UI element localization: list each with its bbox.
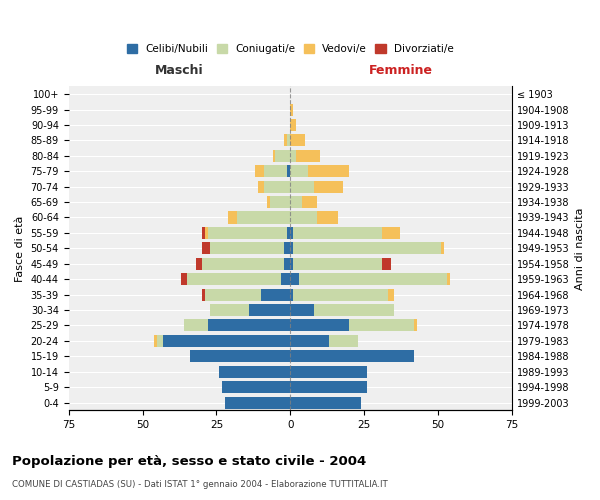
Bar xyxy=(290,304,314,316)
Bar xyxy=(187,273,281,285)
Bar xyxy=(290,134,305,146)
Bar xyxy=(290,258,293,270)
Bar xyxy=(275,150,290,162)
Bar xyxy=(290,180,314,192)
Bar xyxy=(388,288,394,300)
Bar xyxy=(208,227,287,239)
Bar xyxy=(290,165,308,177)
Bar xyxy=(290,227,293,239)
Bar xyxy=(290,119,296,131)
Bar xyxy=(284,134,287,146)
Bar xyxy=(290,104,293,116)
Bar xyxy=(202,242,211,254)
Bar xyxy=(293,288,388,300)
Bar xyxy=(269,196,290,208)
Bar xyxy=(272,150,275,162)
Bar xyxy=(290,150,296,162)
Bar xyxy=(225,396,290,408)
Bar xyxy=(228,212,237,224)
Y-axis label: Anni di nascita: Anni di nascita xyxy=(575,207,585,290)
Bar xyxy=(284,258,290,270)
Bar xyxy=(287,165,290,177)
Bar xyxy=(290,381,367,393)
Bar xyxy=(290,335,329,347)
Text: Femmine: Femmine xyxy=(369,64,433,77)
Bar xyxy=(260,288,290,300)
Bar xyxy=(290,212,317,224)
Bar xyxy=(284,242,290,254)
Bar xyxy=(290,350,415,362)
Bar xyxy=(290,366,367,378)
Bar xyxy=(308,165,349,177)
Bar xyxy=(290,320,349,332)
Bar xyxy=(382,258,391,270)
Bar xyxy=(202,288,205,300)
Bar xyxy=(447,273,450,285)
Bar xyxy=(184,320,208,332)
Bar xyxy=(290,288,293,300)
Text: Popolazione per età, sesso e stato civile - 2004: Popolazione per età, sesso e stato civil… xyxy=(12,455,366,468)
Bar xyxy=(237,212,290,224)
Bar xyxy=(258,180,263,192)
Bar xyxy=(281,273,290,285)
Bar xyxy=(299,273,447,285)
Bar xyxy=(317,212,338,224)
Bar xyxy=(154,335,157,347)
Bar xyxy=(296,150,320,162)
Bar xyxy=(266,196,269,208)
Bar xyxy=(441,242,444,254)
Bar xyxy=(293,227,382,239)
Bar xyxy=(287,134,290,146)
Bar xyxy=(222,381,290,393)
Bar xyxy=(415,320,417,332)
Bar xyxy=(211,304,249,316)
Bar xyxy=(293,258,382,270)
Bar xyxy=(290,242,293,254)
Text: COMUNE DI CASTIADAS (SU) - Dati ISTAT 1° gennaio 2004 - Elaborazione TUTTITALIA.: COMUNE DI CASTIADAS (SU) - Dati ISTAT 1°… xyxy=(12,480,388,489)
Bar xyxy=(329,335,358,347)
Y-axis label: Fasce di età: Fasce di età xyxy=(15,215,25,282)
Bar xyxy=(287,227,290,239)
Bar xyxy=(382,227,400,239)
Bar xyxy=(302,196,317,208)
Bar xyxy=(249,304,290,316)
Bar xyxy=(202,258,284,270)
Bar xyxy=(205,288,260,300)
Bar xyxy=(290,273,299,285)
Bar xyxy=(190,350,290,362)
Bar xyxy=(314,180,343,192)
Bar xyxy=(157,335,163,347)
Bar xyxy=(290,196,302,208)
Text: Maschi: Maschi xyxy=(155,64,204,77)
Bar xyxy=(290,396,361,408)
Bar xyxy=(263,165,287,177)
Bar xyxy=(220,366,290,378)
Bar xyxy=(211,242,284,254)
Bar xyxy=(202,227,205,239)
Bar xyxy=(181,273,187,285)
Bar xyxy=(349,320,415,332)
Bar xyxy=(163,335,290,347)
Bar xyxy=(205,227,208,239)
Bar xyxy=(263,180,290,192)
Bar xyxy=(196,258,202,270)
Legend: Celibi/Nubili, Coniugati/e, Vedovi/e, Divorziati/e: Celibi/Nubili, Coniugati/e, Vedovi/e, Di… xyxy=(122,40,458,58)
Bar xyxy=(255,165,263,177)
Bar xyxy=(208,320,290,332)
Bar xyxy=(314,304,394,316)
Bar xyxy=(293,242,441,254)
